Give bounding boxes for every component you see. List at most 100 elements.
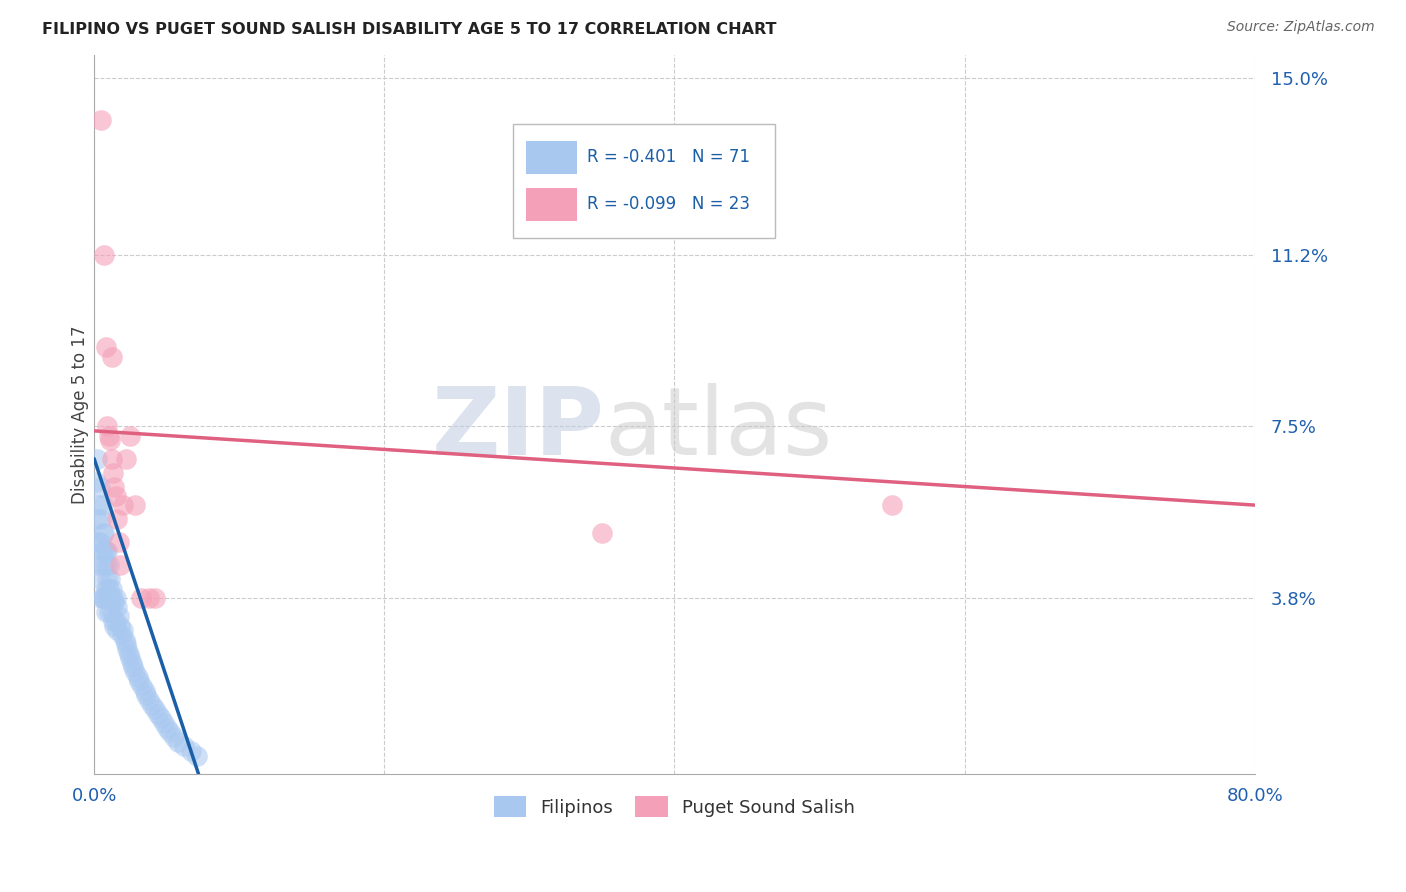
- Point: [90, 113, 112, 128]
- Legend: Filipinos, Puget Sound Salish: Filipinos, Puget Sound Salish: [485, 788, 865, 826]
- Point: [100, 451, 122, 466]
- Point: [167, 734, 190, 748]
- Point: [115, 451, 138, 466]
- Point: [104, 489, 127, 503]
- Point: [90, 591, 112, 605]
- Point: [149, 711, 172, 725]
- Point: [86, 512, 108, 526]
- Point: [94, 544, 117, 558]
- Point: [89, 535, 111, 549]
- Point: [89, 479, 111, 493]
- Point: [104, 591, 127, 605]
- Text: R = -0.401   N = 71: R = -0.401 N = 71: [586, 148, 749, 167]
- Point: [84, 475, 107, 489]
- Point: [91, 591, 114, 605]
- Point: [173, 739, 195, 754]
- Point: [87, 498, 110, 512]
- Point: [97, 582, 120, 596]
- Point: [122, 660, 145, 674]
- Text: atlas: atlas: [605, 383, 832, 475]
- Point: [180, 744, 202, 758]
- Point: [105, 600, 128, 615]
- Point: [93, 247, 115, 261]
- Point: [186, 748, 208, 763]
- Point: [87, 558, 110, 573]
- Point: [96, 419, 118, 434]
- Point: [143, 591, 166, 605]
- Point: [100, 350, 122, 364]
- Point: [91, 558, 114, 573]
- Point: [91, 525, 114, 540]
- Text: R = -0.099   N = 23: R = -0.099 N = 23: [586, 195, 749, 213]
- Point: [121, 656, 143, 670]
- Point: [163, 730, 186, 744]
- Point: [114, 632, 136, 647]
- Point: [93, 591, 115, 605]
- Point: [90, 544, 112, 558]
- Point: [110, 618, 132, 632]
- Point: [159, 725, 181, 739]
- Point: [97, 428, 120, 442]
- Point: [93, 525, 115, 540]
- Point: [107, 535, 129, 549]
- Point: [135, 688, 157, 702]
- Point: [127, 670, 149, 684]
- Point: [129, 591, 152, 605]
- Point: [98, 591, 121, 605]
- Point: [110, 558, 132, 573]
- Point: [134, 683, 156, 698]
- Point: [138, 591, 160, 605]
- Point: [591, 525, 613, 540]
- Point: [107, 609, 129, 624]
- Point: [141, 698, 163, 712]
- Point: [101, 466, 124, 480]
- Point: [90, 512, 112, 526]
- Point: [94, 605, 117, 619]
- Point: [111, 628, 134, 642]
- Point: [97, 558, 120, 573]
- Point: [91, 498, 114, 512]
- Point: [105, 624, 128, 638]
- Point: [880, 498, 903, 512]
- Point: [128, 674, 150, 689]
- Point: [117, 641, 139, 656]
- Point: [104, 614, 127, 628]
- Point: [93, 544, 115, 558]
- Point: [112, 498, 135, 512]
- Point: [86, 451, 108, 466]
- Point: [89, 572, 111, 586]
- Text: ZIP: ZIP: [432, 383, 605, 475]
- Point: [124, 665, 146, 679]
- Point: [100, 582, 122, 596]
- Point: [101, 591, 124, 605]
- Point: [120, 651, 142, 665]
- Point: [103, 479, 125, 493]
- Point: [156, 721, 179, 735]
- Point: [103, 618, 125, 632]
- Point: [100, 605, 122, 619]
- Point: [96, 572, 118, 586]
- Point: [101, 614, 124, 628]
- Point: [124, 498, 146, 512]
- Point: [118, 647, 141, 661]
- Point: [94, 582, 117, 596]
- Point: [146, 706, 169, 721]
- Point: [120, 428, 142, 442]
- Point: [143, 702, 166, 716]
- Point: [131, 679, 153, 693]
- Text: Source: ZipAtlas.com: Source: ZipAtlas.com: [1227, 20, 1375, 34]
- Point: [96, 591, 118, 605]
- Point: [96, 544, 118, 558]
- Point: [115, 637, 138, 651]
- Point: [97, 605, 120, 619]
- Point: [103, 595, 125, 609]
- Point: [98, 433, 121, 447]
- Point: [94, 558, 117, 573]
- Point: [94, 340, 117, 354]
- Point: [98, 572, 121, 586]
- Point: [105, 512, 128, 526]
- Point: [152, 716, 174, 731]
- Point: [87, 535, 110, 549]
- Point: [138, 693, 160, 707]
- Point: [112, 624, 135, 638]
